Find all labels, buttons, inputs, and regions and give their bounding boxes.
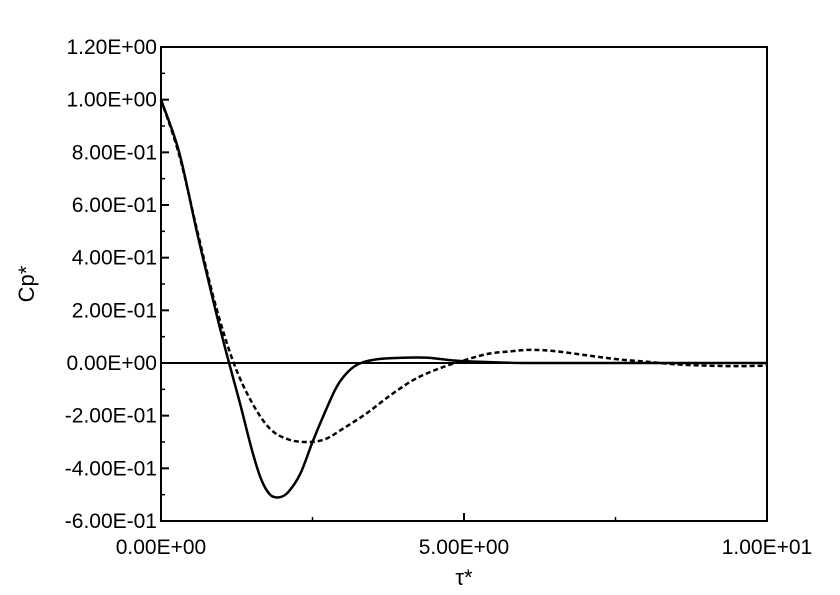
x-tick-label: 1.00E+01 — [722, 536, 813, 559]
y-tick-label: 2.00E-01 — [72, 299, 157, 322]
y-tick-label: 8.00E-01 — [72, 141, 157, 164]
x-axis: 0.00E+00 5.00E+00 1.00E+01 — [116, 513, 813, 559]
y-tick-label: -4.00E-01 — [65, 457, 157, 480]
y-tick-label: 1.00E+00 — [66, 89, 157, 112]
x-tick-label: 5.00E+00 — [419, 536, 510, 559]
series-line-solid — [159, 99, 767, 499]
y-tick-label: 6.00E-01 — [72, 194, 157, 217]
x-axis-label: τ* — [455, 565, 473, 590]
series-line-dashed — [159, 99, 768, 444]
y-axis-label: Cp* — [14, 265, 39, 302]
series-layer — [159, 99, 768, 499]
y-tick-label: -2.00E-01 — [65, 405, 157, 428]
y-tick-label: 4.00E-01 — [72, 247, 157, 270]
y-tick-label: 0.00E+00 — [66, 352, 157, 375]
x-tick-label: 0.00E+00 — [116, 536, 207, 559]
y-tick-label: -6.00E-01 — [65, 510, 157, 533]
y-axis: 1.20E+00 1.00E+00 8.00E-01 6.00E-01 4.00E-01… — [65, 36, 169, 533]
y-tick-label: 1.20E+00 — [66, 36, 157, 59]
